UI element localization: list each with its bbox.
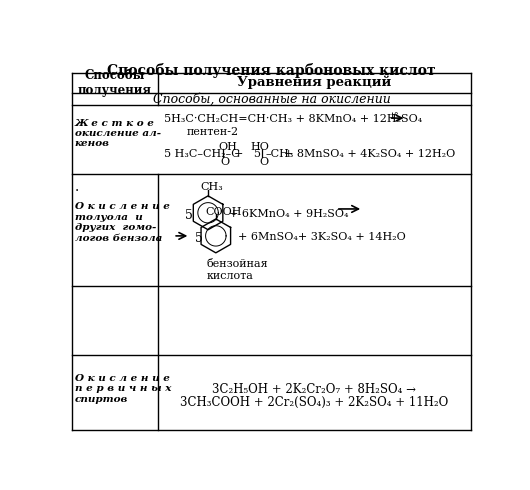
Text: 5H₃C·CH₂CH=CH·CH₃ + 8KMnO₄ + 12H₂SO₄: 5H₃C·CH₂CH=CH·CH₃ + 8KMnO₄ + 12H₂SO₄ [164, 114, 422, 124]
Text: 3C₂H₅OH + 2K₂Cr₂O₇ + 8H₂SO₄ →: 3C₂H₅OH + 2K₂Cr₂O₇ + 8H₂SO₄ → [212, 383, 416, 396]
Text: t°: t° [391, 112, 400, 121]
Text: + 6KMnO₄ + 9H₂SO₄: + 6KMnO₄ + 9H₂SO₄ [229, 209, 349, 219]
Text: +   5: + 5 [234, 149, 261, 159]
Text: бензойная
кислота: бензойная кислота [207, 259, 268, 281]
Text: O: O [220, 157, 229, 167]
Text: HO: HO [251, 142, 270, 152]
Text: Способы, основанные на окислении: Способы, основанные на окислении [153, 92, 391, 105]
Text: .: . [75, 180, 79, 195]
Text: 5 H₃C–CH₂–C: 5 H₃C–CH₂–C [164, 149, 240, 159]
Text: О к и с л е н и е
толуола  и
других  гомо-
логов бензола: О к и с л е н и е толуола и других гомо-… [75, 202, 170, 243]
Text: OH: OH [218, 142, 237, 152]
Text: + 6MnSO₄+ 3K₂SO₄ + 14H₂O: + 6MnSO₄+ 3K₂SO₄ + 14H₂O [237, 232, 405, 242]
Text: Способы получения карбоновых кислот: Способы получения карбоновых кислот [108, 63, 436, 77]
Text: O: O [259, 157, 268, 167]
Text: О к и с л е н и е
п е р в и ч н ы х
спиртов: О к и с л е н и е п е р в и ч н ы х спир… [75, 374, 171, 404]
Text: 5: 5 [195, 232, 203, 245]
Text: Ж е с т к о е
окисление ал-
кенов: Ж е с т к о е окисление ал- кенов [75, 119, 161, 148]
Text: Способы
получения: Способы получения [78, 69, 152, 97]
Text: CH₃: CH₃ [200, 182, 223, 192]
Text: 3CH₃COOH + 2Cr₂(SO₄)₃ + 2K₂SO₄ + 11H₂O: 3CH₃COOH + 2Cr₂(SO₄)₃ + 2K₂SO₄ + 11H₂O [180, 396, 448, 410]
Text: + 8MnSO₄ + 4K₂SO₄ + 12H₂O: + 8MnSO₄ + 4K₂SO₄ + 12H₂O [284, 149, 455, 159]
Text: пентен-2: пентен-2 [187, 126, 239, 137]
Text: Уравнения реакций: Уравнения реакций [237, 76, 391, 89]
Text: 5: 5 [185, 209, 193, 222]
Text: COOH: COOH [205, 207, 242, 217]
Text: –CH₃: –CH₃ [266, 149, 294, 159]
